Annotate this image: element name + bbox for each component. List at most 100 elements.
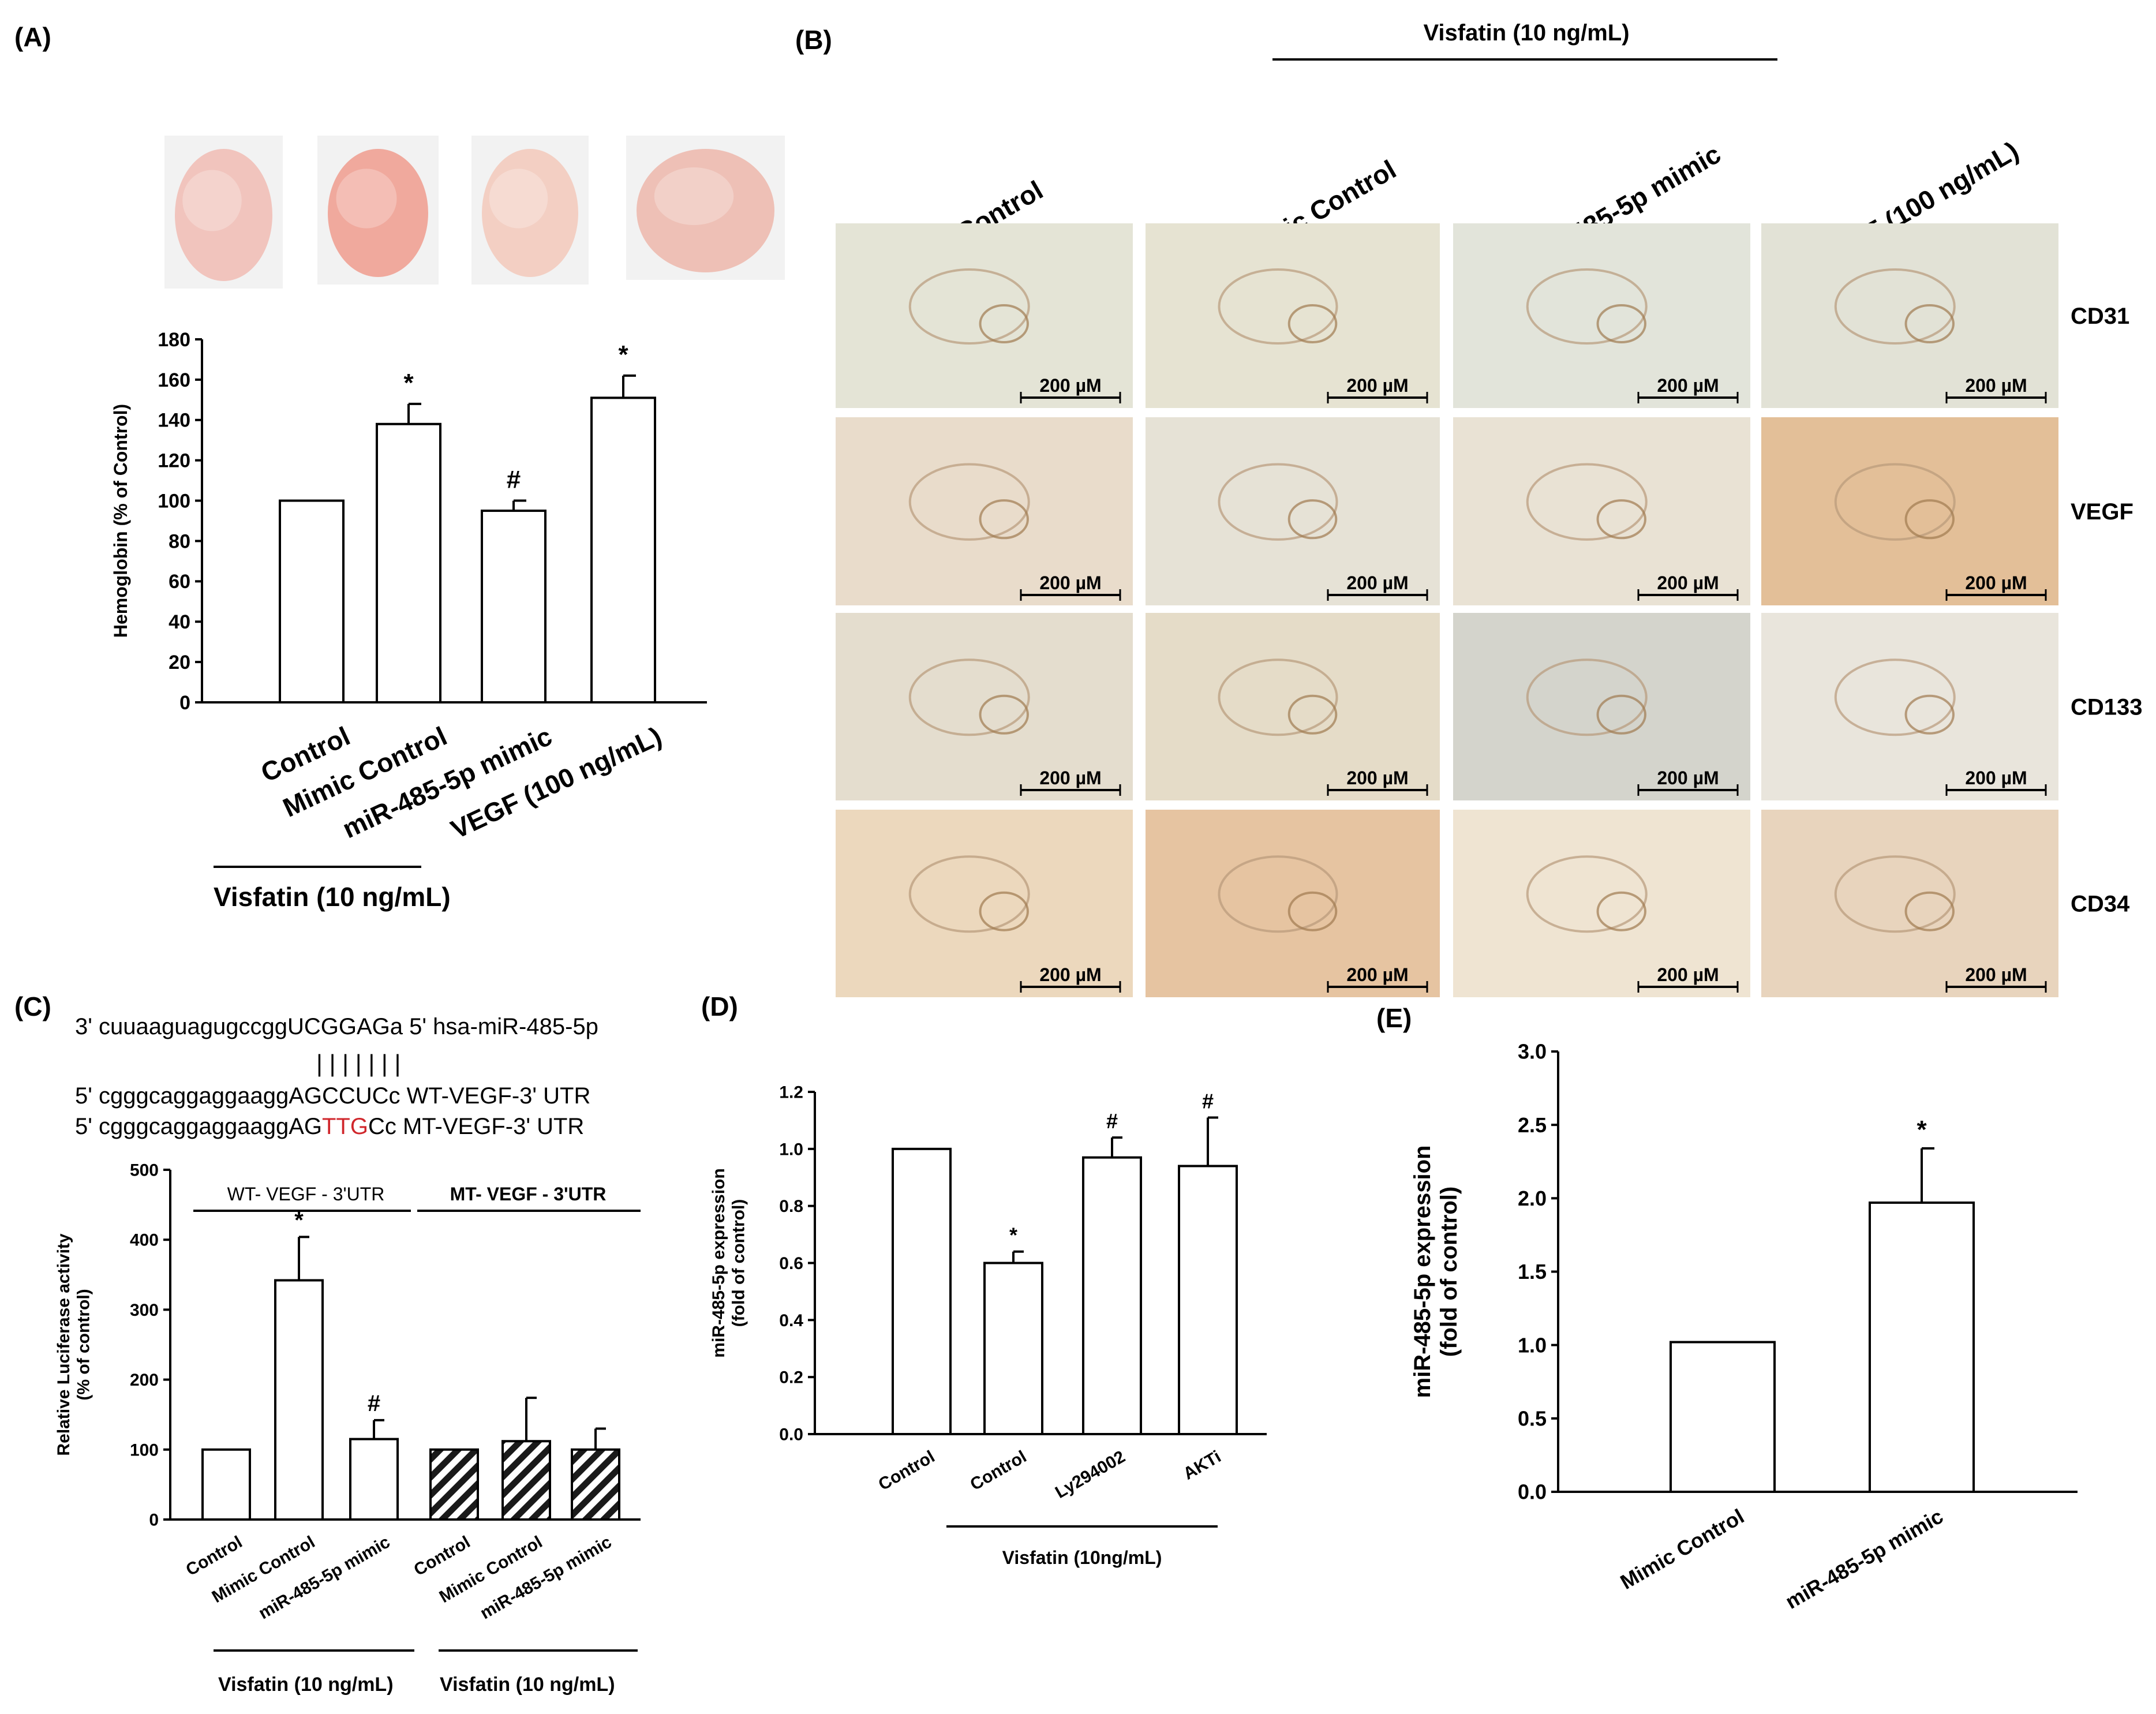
ihc-image-tile	[1453, 810, 1750, 997]
bar	[571, 1448, 620, 1521]
y-tick-label: 60	[169, 571, 190, 593]
ihc-image-tile	[1453, 417, 1750, 605]
y-tick-label: 100	[130, 1440, 159, 1459]
tissue-structure	[1526, 268, 1648, 345]
tissue-structure	[1218, 268, 1338, 345]
ihc-image-tile	[1761, 223, 2058, 408]
y-tick-label: 0.0	[779, 1425, 803, 1444]
tissue-structure	[908, 855, 1030, 933]
panel-a-photos	[164, 136, 785, 289]
significance-marker: #	[507, 466, 521, 494]
mt-utr-sequence: 5' cgggcaggaggaaggAGTTGCc MT-VEGF-3' UTR	[75, 1114, 584, 1139]
y-tick-label: 160	[158, 369, 190, 391]
panel-c-visfatin-label-1: Visfatin (10 ng/mL)	[218, 1674, 394, 1696]
y-axis-label: Hemoglobin (% of Control)	[110, 404, 131, 638]
ihc-image-tile	[1761, 417, 2058, 605]
scale-bar-label: 200 µM	[1965, 375, 2027, 396]
x-category-label: miR-485-5p mimic	[256, 1532, 394, 1623]
ihc-image-grid: Control Mimic Control miR-485-5p mimic VEGF…	[836, 136, 2143, 997]
significance-marker: *	[1917, 1116, 1927, 1144]
bar	[983, 1262, 1043, 1435]
vessel-structure	[1287, 694, 1338, 735]
y-tick-label: 40	[169, 611, 190, 633]
tissue-structure	[908, 463, 1030, 541]
ihc-image-tile	[836, 417, 1133, 605]
panel-a-label: (A)	[14, 22, 51, 52]
vessel-structure	[979, 694, 1029, 735]
y-tick-label: 400	[130, 1231, 159, 1250]
y-tick-label: 500	[130, 1161, 159, 1180]
chart-panel-e: 0.0 0.5 1.0 1.5 2.0 2.5 3.0 miR-485-5p expressi…	[1410, 1040, 2078, 1614]
panel-b-label: (B)	[795, 25, 832, 55]
y-tick-label: 1.0	[779, 1140, 803, 1159]
y-axis-label: Relative Luciferase activity	[54, 1233, 73, 1456]
vessel-structure	[1596, 304, 1646, 343]
bar	[590, 396, 656, 703]
x-category-label: miR-485-5p mimic	[1781, 1504, 1947, 1614]
chart-panel-a: 0 20 40 60 80 100 120 140 160 180 Hemoglobin (% of…	[110, 329, 707, 844]
significance-marker: #	[1202, 1089, 1214, 1113]
chart-panel-d: 0.0 0.2 0.4 0.6 0.8 1.0 1.2 miR-485-5p expressi…	[709, 1083, 1267, 1502]
sequence-alignment: 3' cuuaaguagugccggUCGGAGa 5' hsa-miR-485…	[75, 1014, 598, 1139]
y-tick-label: 120	[158, 450, 190, 472]
ihc-image-tile	[1146, 810, 1440, 997]
x-category-label: Control	[183, 1532, 246, 1580]
y-tick-label: 0.8	[779, 1197, 803, 1216]
bar	[349, 1438, 399, 1521]
mt-prefix: 5' cgggcaggaggaaggAG	[75, 1114, 322, 1139]
mirna-sequence: 3' cuuaaguagugccggUCGGAGa 5' hsa-miR-485…	[75, 1014, 598, 1039]
photo-highlight	[489, 169, 548, 229]
x-category-label: AKTi	[1180, 1447, 1225, 1483]
ihc-image-tile	[1761, 613, 2058, 800]
tissue-structure	[908, 268, 1030, 345]
scale-bar-label: 200 µM	[1346, 375, 1408, 396]
tissue-structure	[1526, 855, 1648, 933]
base-pairing-marks: | | | | | | |	[316, 1050, 400, 1077]
x-category-label: Control	[411, 1532, 474, 1580]
significance-marker: #	[1106, 1109, 1118, 1133]
y-tick-label: 200	[130, 1371, 159, 1390]
bar	[279, 499, 345, 703]
y-axis-label: miR-485-5p expression	[709, 1168, 728, 1357]
significance-marker: *	[1009, 1223, 1017, 1247]
bar	[1670, 1341, 1776, 1494]
panel-a-visfatin-label: Visfatin (10 ng/mL)	[214, 882, 451, 912]
scale-bar-label: 200 µM	[1346, 572, 1408, 593]
vessel-structure	[979, 499, 1029, 540]
ihc-image-tile	[836, 810, 1133, 997]
ihc-row-label: CD31	[2071, 304, 2129, 329]
y-tick-label: 300	[130, 1301, 159, 1320]
y-tick-label: 0.6	[779, 1254, 803, 1273]
scale-bar-label: 200 µM	[1346, 768, 1408, 788]
bar	[429, 1448, 479, 1521]
vessel-structure	[1904, 499, 1955, 540]
significance-marker: *	[403, 369, 414, 397]
y-tick-label: 0.0	[1518, 1480, 1547, 1504]
scale-bar-label: 200 µM	[1965, 964, 2027, 985]
scale-bar-label: 200 µM	[1039, 768, 1101, 788]
tissue-structure	[1218, 463, 1338, 541]
ihc-image-tile	[1146, 613, 1440, 800]
y-tick-label: 140	[158, 410, 190, 432]
wt-utr-sequence: 5' cgggcaggaggaaggAGCCUCc WT-VEGF-3' UTR	[75, 1083, 590, 1109]
photo-highlight	[182, 170, 242, 231]
bar	[1178, 1165, 1238, 1435]
ihc-image-tile	[1453, 613, 1750, 800]
bar	[1869, 1201, 1975, 1494]
x-category-label: Ly294002	[1052, 1447, 1129, 1502]
tissue-structure	[1526, 463, 1648, 541]
y-tick-label: 1.5	[1518, 1260, 1547, 1283]
y-tick-label: 1.0	[1518, 1333, 1547, 1357]
scale-bar-label: 200 µM	[1039, 375, 1101, 396]
scale-bar-label: 200 µM	[1965, 572, 2027, 593]
mt-suffix: Cc MT-VEGF-3' UTR	[368, 1114, 584, 1139]
scale-bar-label: 200 µM	[1039, 964, 1101, 985]
matrigel-plug-photo	[328, 149, 428, 277]
ihc-image-tile	[836, 223, 1133, 408]
tissue-structure	[1526, 658, 1648, 736]
tissue-structure	[1834, 268, 1956, 345]
y-tick-label: 20	[169, 652, 190, 673]
matrigel-plug-photo	[637, 149, 774, 272]
significance-marker: *	[618, 340, 628, 369]
y-axis-label: (fold of control)	[729, 1199, 748, 1327]
